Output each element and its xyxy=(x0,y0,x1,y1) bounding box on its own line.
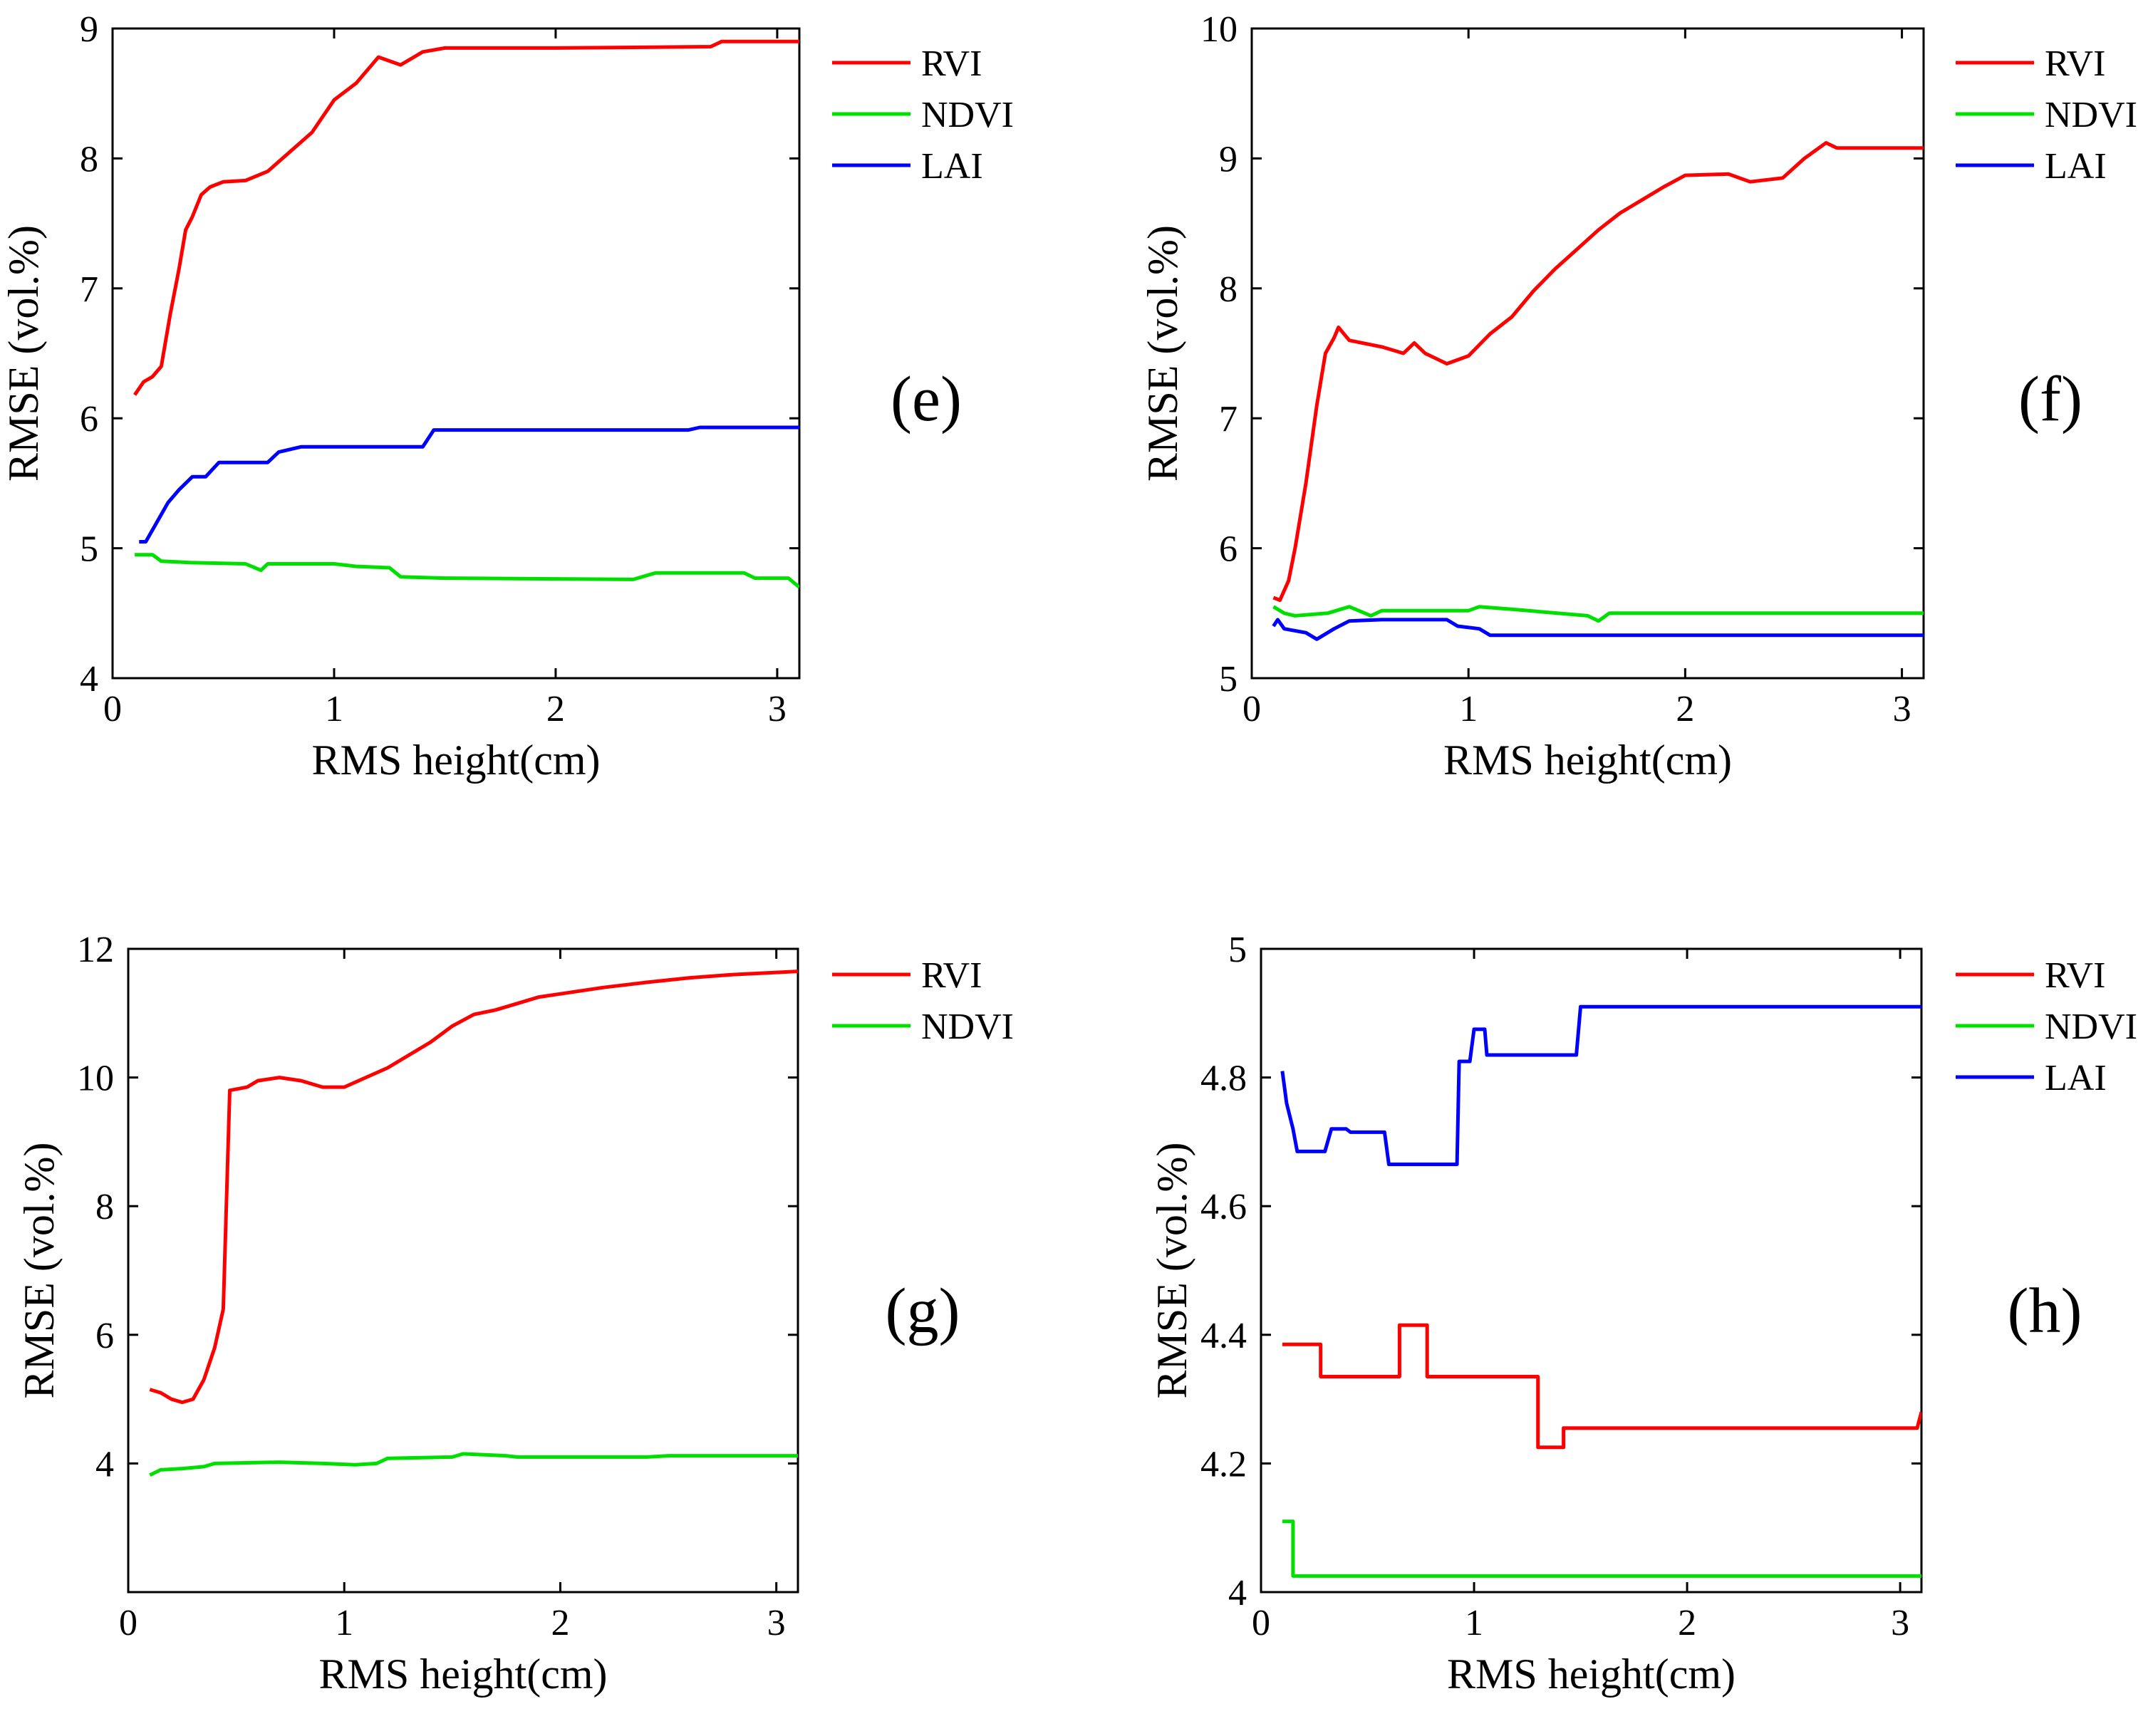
legend-label-rvi: RVI xyxy=(921,43,982,84)
series-line-lai xyxy=(1272,618,1924,641)
y-tick-label: 5 xyxy=(1219,659,1238,700)
legend-label-rvi: RVI xyxy=(921,955,982,996)
y-tick-label: 4.8 xyxy=(1200,1059,1247,1099)
legend-label-ndvi: NDVI xyxy=(921,1007,1014,1047)
panel-label: (f) xyxy=(2018,364,2082,435)
series-line-ndvi xyxy=(1282,1519,1921,1578)
legend-label-rvi: RVI xyxy=(2045,43,2105,84)
series-line-ndvi xyxy=(149,1452,798,1477)
x-tick-label: 0 xyxy=(1252,1603,1270,1643)
x-axis-label: RMS height(cm) xyxy=(319,1651,608,1698)
legend-label-rvi: RVI xyxy=(2045,955,2105,996)
series-line-ndvi xyxy=(1272,605,1924,623)
x-tick-label: 1 xyxy=(325,689,343,729)
y-tick-label: 4.4 xyxy=(1200,1316,1247,1356)
y-axis-label: RMSE (vol.%) xyxy=(1148,1143,1195,1399)
y-tick-label: 10 xyxy=(1200,9,1238,50)
x-tick-label: 2 xyxy=(1676,689,1694,729)
x-tick-label: 1 xyxy=(1459,689,1478,729)
x-tick-label: 1 xyxy=(335,1603,353,1643)
y-tick-label: 9 xyxy=(1219,139,1238,180)
series-line-rvi xyxy=(1272,141,1924,603)
x-tick-label: 3 xyxy=(768,689,787,729)
x-tick-label: 0 xyxy=(119,1603,138,1643)
y-tick-label: 8 xyxy=(1219,269,1238,310)
y-tick-label: 8 xyxy=(95,1187,114,1227)
y-axis-label: RMSE (vol.%) xyxy=(16,1143,63,1399)
series-line-ndvi xyxy=(135,553,799,589)
x-tick-label: 1 xyxy=(1465,1603,1483,1643)
y-tick-label: 4 xyxy=(80,659,98,700)
x-tick-label: 0 xyxy=(103,689,122,729)
y-tick-label: 4 xyxy=(1228,1573,1247,1613)
series-line-rvi xyxy=(149,970,798,1405)
x-tick-label: 2 xyxy=(551,1603,569,1643)
y-tick-label: 7 xyxy=(1219,399,1238,440)
y-tick-label: 5 xyxy=(1228,930,1247,970)
y-tick-label: 12 xyxy=(77,930,114,970)
x-tick-label: 3 xyxy=(1893,689,1911,729)
y-tick-label: 10 xyxy=(77,1059,114,1099)
x-tick-label: 2 xyxy=(1678,1603,1696,1643)
x-tick-label: 0 xyxy=(1242,689,1261,729)
plot-frame xyxy=(111,27,801,680)
x-axis-label: RMS height(cm) xyxy=(312,737,601,784)
chart-panel-2: 0 1 2 3 5 6 7 8 9 10 RMS height(cm) RMSE (vol.%) RVI… xyxy=(1139,9,2137,784)
y-tick-label: 6 xyxy=(1219,529,1238,570)
series-line-rvi xyxy=(1282,1323,1921,1450)
x-tick-label: 3 xyxy=(767,1603,786,1643)
y-tick-label: 8 xyxy=(80,139,98,180)
y-tick-label: 7 xyxy=(80,269,98,310)
y-tick-label: 5 xyxy=(80,529,98,570)
x-axis-label: RMS height(cm) xyxy=(1443,737,1732,784)
legend-label-ndvi: NDVI xyxy=(2045,95,2137,135)
legend-label-ndvi: NDVI xyxy=(921,95,1014,135)
series-line-rvi xyxy=(133,39,799,396)
y-tick-label: 6 xyxy=(95,1316,114,1356)
x-tick-label: 2 xyxy=(546,689,565,729)
y-axis-label: RMSE (vol.%) xyxy=(1139,225,1186,482)
legend-label-lai: LAI xyxy=(2045,1058,2107,1098)
y-tick-label: 4.6 xyxy=(1200,1187,1247,1227)
y-tick-label: 9 xyxy=(80,9,98,50)
panel-label: (h) xyxy=(2008,1276,2082,1346)
y-tick-label: 4 xyxy=(95,1444,114,1485)
legend-label-ndvi: NDVI xyxy=(2045,1007,2137,1047)
legend-label-lai: LAI xyxy=(921,146,983,187)
chart-panel-1: 0 1 2 3 4 5 6 7 8 9 RMS height(cm) RMSE (vol.%) RVI N… xyxy=(0,9,1014,784)
y-tick-label: 4.2 xyxy=(1200,1444,1247,1485)
series-line-lai xyxy=(1280,1004,1921,1166)
plot-frame xyxy=(127,947,799,1594)
panel-label: (e) xyxy=(891,364,962,435)
plot-frame xyxy=(1250,27,1925,680)
legend-label-lai: LAI xyxy=(2045,146,2107,187)
x-axis-label: RMS height(cm) xyxy=(1447,1651,1736,1698)
y-axis-label: RMSE (vol.%) xyxy=(0,225,47,482)
x-tick-label: 3 xyxy=(1891,1603,1909,1643)
y-tick-label: 6 xyxy=(80,399,98,440)
plot-frame xyxy=(1260,947,1923,1594)
panel-label: (g) xyxy=(886,1276,960,1346)
chart-panel-4: 0 1 2 3 4 4.2 4.4 4.6 4.8 5 RMS height(cm) RMSE (vo… xyxy=(1148,930,2137,1698)
series-line-lai xyxy=(139,425,799,544)
